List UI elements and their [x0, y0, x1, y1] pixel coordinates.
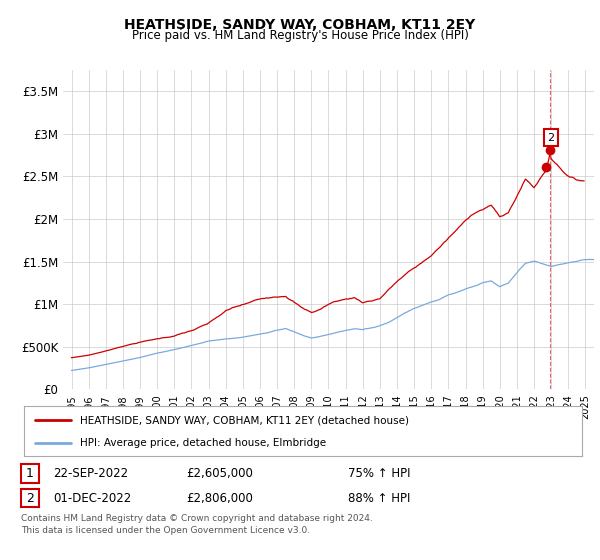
Text: 75% ↑ HPI: 75% ↑ HPI [348, 467, 410, 480]
Text: HEATHSIDE, SANDY WAY, COBHAM, KT11 2EY (detached house): HEATHSIDE, SANDY WAY, COBHAM, KT11 2EY (… [80, 415, 409, 425]
Text: HPI: Average price, detached house, Elmbridge: HPI: Average price, detached house, Elmb… [80, 438, 326, 449]
Text: 2: 2 [547, 133, 554, 143]
Text: 2: 2 [26, 492, 34, 505]
Text: £2,605,000: £2,605,000 [186, 467, 253, 480]
Text: 88% ↑ HPI: 88% ↑ HPI [348, 492, 410, 505]
Text: 22-SEP-2022: 22-SEP-2022 [53, 467, 128, 480]
Text: HEATHSIDE, SANDY WAY, COBHAM, KT11 2EY: HEATHSIDE, SANDY WAY, COBHAM, KT11 2EY [124, 18, 476, 32]
Text: £2,806,000: £2,806,000 [186, 492, 253, 505]
Text: Price paid vs. HM Land Registry's House Price Index (HPI): Price paid vs. HM Land Registry's House … [131, 29, 469, 42]
Text: 01-DEC-2022: 01-DEC-2022 [53, 492, 131, 505]
Text: 1: 1 [26, 467, 34, 480]
Text: Contains HM Land Registry data © Crown copyright and database right 2024.
This d: Contains HM Land Registry data © Crown c… [21, 514, 373, 535]
